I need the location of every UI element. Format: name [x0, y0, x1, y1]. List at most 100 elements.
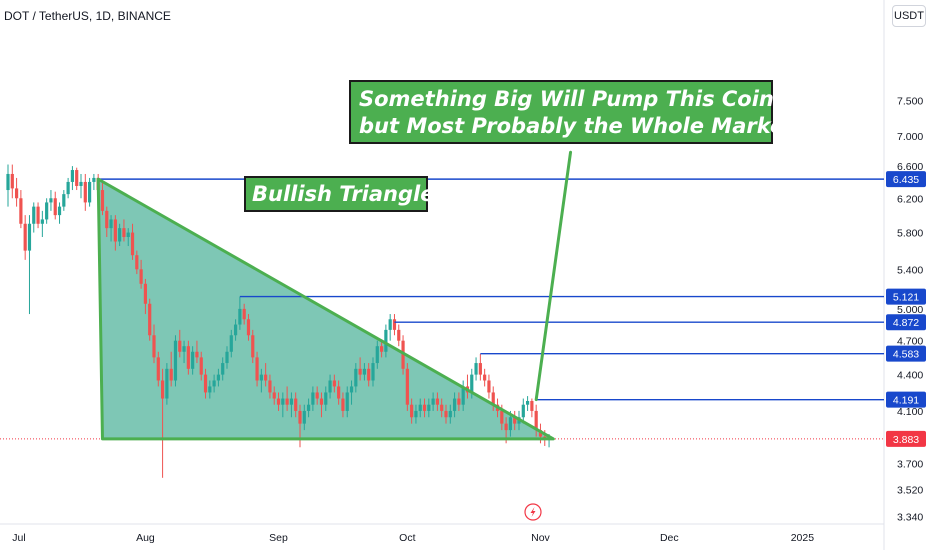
candle-body [298, 410, 302, 424]
candle [118, 223, 122, 247]
candle-body [392, 319, 397, 330]
candle [148, 298, 152, 341]
candle-body [289, 398, 294, 405]
price-axis[interactable]: 7.500 7.000 6.600 6.200 5.800 5.400 5.000 4.700… [886, 95, 926, 523]
candle-body [246, 319, 251, 336]
candle-body [238, 308, 242, 325]
candle-body [83, 181, 87, 203]
candle [285, 386, 289, 411]
level-badge-bg [886, 288, 926, 305]
candle [27, 215, 32, 315]
candle [521, 398, 525, 424]
time-axis[interactable]: Jul Aug Sep Oct Nov Dec 2025 [12, 503, 814, 544]
candle [165, 363, 169, 405]
current-price-badge-bg [886, 430, 926, 447]
candle [268, 374, 272, 399]
lightning-icon[interactable] [524, 503, 542, 521]
candle-body [229, 335, 233, 352]
candle [324, 386, 328, 411]
y-tick-label: 3.700 [897, 459, 923, 471]
x-tick-label: Oct [399, 532, 415, 544]
candle-body [341, 398, 345, 411]
candle [358, 357, 362, 381]
triangle-outline-shape [96, 177, 555, 441]
candle-body [251, 335, 255, 358]
candle-body [332, 380, 336, 387]
candle [384, 324, 388, 358]
x-tick-label: Dec [660, 532, 679, 544]
candle-body [405, 368, 409, 405]
bullish-triangle-label[interactable]: Bullish Triangle [244, 176, 434, 212]
grid [0, 0, 885, 550]
candle-body [45, 202, 49, 220]
candle [431, 392, 435, 411]
candle-body [431, 398, 435, 405]
candle-body [384, 329, 388, 352]
candle-body [57, 206, 62, 216]
candle-body [87, 181, 92, 203]
y-tick-label: 5.400 [897, 264, 923, 276]
candle-body [534, 410, 538, 431]
currency-button[interactable]: USDT [892, 5, 926, 27]
candle [225, 346, 229, 369]
candle [87, 177, 92, 207]
candle [45, 198, 49, 224]
y-tick-label: 4.700 [897, 336, 923, 348]
candle [349, 380, 354, 405]
candle [203, 368, 208, 399]
candle [410, 398, 414, 424]
candle-body [66, 181, 70, 195]
candle [191, 346, 195, 375]
candle [242, 303, 246, 325]
candle-body [315, 392, 319, 399]
candle-body [435, 398, 440, 405]
candle [221, 357, 225, 381]
level-badge-bg [886, 171, 926, 188]
main-annotation-box[interactable]: Something Big Will Pump This Coin but Mo… [349, 80, 794, 144]
candle-body [440, 404, 444, 411]
candle-body [272, 392, 276, 399]
candle [212, 374, 216, 393]
candle-body [397, 329, 401, 341]
level-badge: 4.872 [893, 317, 919, 329]
candle-body [530, 400, 534, 411]
candle [156, 351, 160, 387]
candle [281, 392, 285, 418]
candle [448, 404, 452, 424]
candle [208, 380, 212, 399]
candle-body [113, 219, 117, 242]
candle-body [182, 346, 186, 352]
candle-body [10, 173, 14, 189]
candle-body [513, 417, 517, 424]
candle-body [27, 223, 32, 251]
candle [238, 296, 242, 330]
candle-body [148, 303, 152, 336]
candle [105, 206, 109, 238]
candle [130, 223, 135, 260]
candle [246, 314, 251, 341]
current-price-badge: 3.883 [893, 434, 919, 446]
candle [75, 167, 79, 191]
candle [199, 351, 203, 381]
candle [440, 398, 444, 418]
candle-body [375, 346, 379, 364]
candle-body [354, 368, 358, 387]
candle [397, 324, 401, 347]
candle [178, 329, 182, 358]
candle-body [504, 423, 508, 431]
candle-body [264, 374, 268, 381]
candle [530, 398, 534, 418]
candle-body [135, 255, 139, 270]
symbol-title[interactable]: DOT / TetherUS, 1D, BINANCE [4, 9, 171, 23]
candle-body [259, 374, 263, 381]
candle-body [483, 374, 487, 381]
candle-body [457, 398, 461, 405]
candle [487, 374, 491, 399]
candle [53, 191, 57, 220]
candle-body [130, 232, 135, 256]
candle [379, 340, 384, 358]
candle-body [276, 398, 281, 405]
candle-body [427, 404, 431, 411]
